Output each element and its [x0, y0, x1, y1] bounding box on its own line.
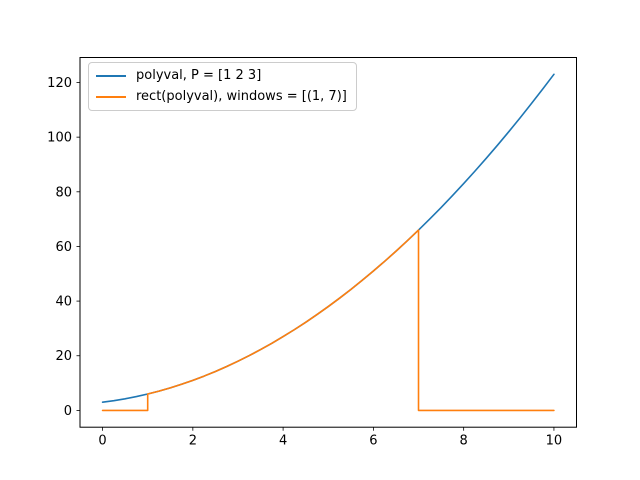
y-tick-label: 20 [55, 349, 72, 364]
y-tick-label: 80 [55, 185, 72, 200]
legend: polyval, P = [1 2 3] rect(polyval), wind… [88, 62, 357, 111]
x-tick-label: 10 [546, 434, 563, 449]
x-tick-label: 2 [189, 434, 197, 449]
legend-entry-rect-polyval: rect(polyval), windows = [(1, 7)] [96, 89, 347, 105]
y-tick-label: 120 [47, 76, 72, 91]
y-tick-label: 60 [55, 240, 72, 255]
axes-spines [79, 57, 577, 428]
x-tick-label: 4 [279, 434, 287, 449]
legend-label-polyval: polyval, P = [1 2 3] [136, 68, 262, 83]
x-tick-label: 0 [98, 434, 106, 449]
y-tick-label: 0 [64, 404, 72, 419]
series-line-polyval [101, 73, 555, 404]
series-line-rect-polyval [101, 229, 555, 412]
x-tick-label: 8 [460, 434, 468, 449]
legend-line-swatch-polyval [96, 75, 126, 77]
legend-entry-polyval: polyval, P = [1 2 3] [96, 68, 347, 84]
y-tick-label: 40 [55, 295, 72, 310]
legend-label-rect-polyval: rect(polyval), windows = [(1, 7)] [136, 89, 347, 104]
legend-line-swatch-rect-polyval [96, 96, 126, 98]
x-tick-label: 6 [369, 434, 377, 449]
y-tick-label: 100 [47, 131, 72, 146]
